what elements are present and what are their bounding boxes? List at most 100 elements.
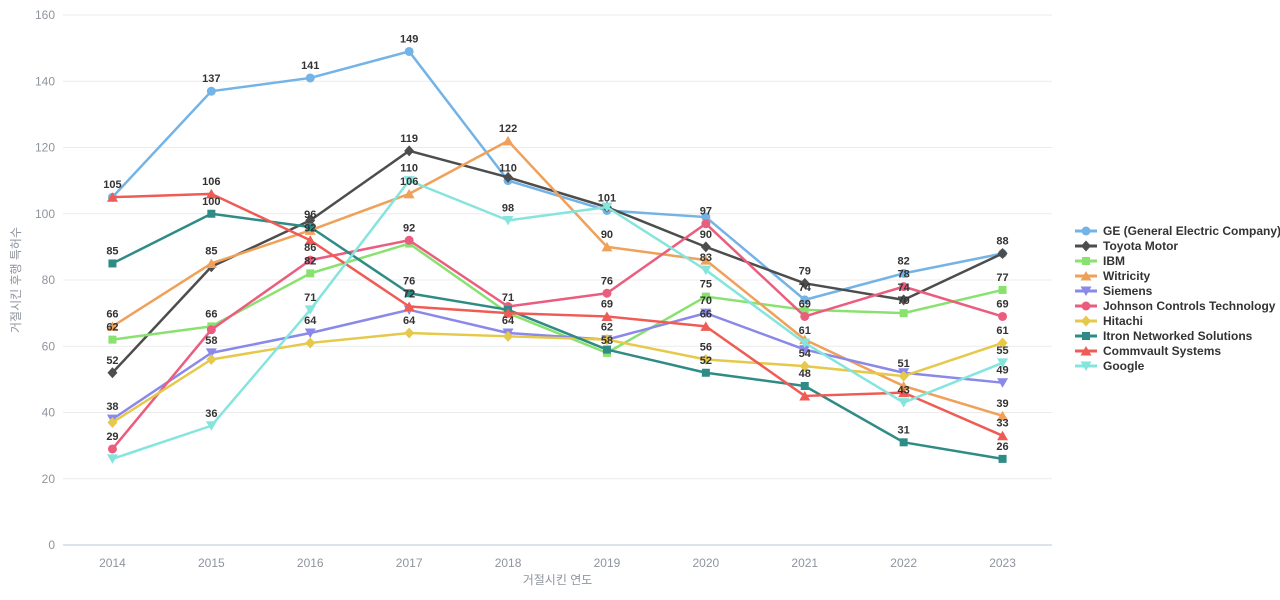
data-point-johnson-controls-2021[interactable] — [800, 311, 810, 321]
legend-marker-siemens-icon[interactable] — [1080, 286, 1092, 297]
data-point-siemens-2021[interactable] — [799, 345, 811, 355]
data-point-toyota-2022[interactable] — [898, 294, 909, 306]
data-point-itron-2019[interactable] — [602, 345, 611, 354]
data-point-ge-2015[interactable] — [206, 86, 216, 96]
data-point-siemens-2016[interactable] — [304, 328, 316, 339]
data-point-ibm-2016[interactable] — [306, 269, 315, 278]
data-point-toyota-2017[interactable] — [404, 145, 415, 157]
legend-item-ge[interactable]: GE (General Electric Company) — [1075, 224, 1280, 238]
data-point-hitachi-2014[interactable] — [107, 416, 118, 428]
data-point-johnson-controls-2015[interactable] — [206, 325, 216, 335]
data-point-johnson-controls-2014[interactable] — [107, 444, 117, 454]
data-point-commvault-2014[interactable] — [106, 192, 118, 202]
data-point-johnson-controls-2020[interactable] — [701, 219, 711, 229]
data-point-hitachi-2017[interactable] — [404, 327, 415, 339]
data-point-witricity-2020[interactable] — [700, 255, 712, 265]
data-point-commvault-2015[interactable] — [205, 188, 217, 199]
data-point-johnson-controls-2023[interactable] — [998, 311, 1008, 321]
data-point-ibm-2021[interactable] — [800, 305, 809, 314]
data-point-toyota-2021[interactable] — [799, 277, 810, 289]
data-point-commvault-2018[interactable] — [502, 308, 514, 318]
legend-marker-hitachi-icon[interactable] — [1081, 315, 1091, 327]
data-point-commvault-2022[interactable] — [898, 387, 910, 398]
data-point-witricity-2022[interactable] — [898, 381, 910, 391]
data-point-hitachi-2018[interactable] — [503, 330, 514, 342]
data-point-commvault-2021[interactable] — [799, 390, 811, 401]
data-point-witricity-2018[interactable] — [502, 135, 514, 146]
data-point-johnson-controls-2017[interactable] — [404, 235, 414, 245]
legend-item-siemens[interactable]: Siemens — [1075, 284, 1153, 298]
data-point-johnson-controls-2016[interactable] — [305, 255, 315, 265]
data-point-witricity-2023[interactable] — [997, 410, 1009, 421]
data-point-itron-2015[interactable] — [207, 209, 216, 218]
legend-item-witricity[interactable]: Witricity — [1075, 269, 1151, 283]
data-point-siemens-2023[interactable] — [997, 378, 1009, 388]
data-point-ge-2021[interactable] — [800, 295, 810, 305]
data-point-witricity-2019[interactable] — [601, 241, 613, 252]
data-point-itron-2016[interactable] — [306, 223, 315, 231]
data-point-google-2020[interactable] — [700, 265, 712, 276]
data-point-google-2021[interactable] — [799, 338, 811, 348]
data-point-hitachi-2016[interactable] — [305, 337, 316, 349]
legend-marker-ibm-icon[interactable] — [1082, 257, 1090, 265]
data-point-hitachi-2015[interactable] — [206, 354, 217, 365]
data-point-toyota-2023[interactable] — [997, 248, 1008, 259]
data-point-commvault-2020[interactable] — [700, 321, 712, 331]
data-point-hitachi-2022[interactable] — [898, 370, 909, 382]
data-point-commvault-2023[interactable] — [997, 430, 1009, 441]
legend-marker-google-icon[interactable] — [1080, 361, 1092, 372]
legend-marker-commvault-icon[interactable] — [1080, 346, 1092, 356]
data-point-google-2014[interactable] — [106, 454, 118, 464]
legend-item-hitachi[interactable]: Hitachi — [1075, 314, 1143, 328]
data-point-commvault-2017[interactable] — [403, 301, 415, 312]
data-point-ge-2022[interactable] — [899, 268, 909, 278]
legend-marker-toyota-icon[interactable] — [1081, 240, 1091, 252]
legend-item-itron[interactable]: Itron Networked Solutions — [1075, 329, 1253, 343]
data-point-itron-2022[interactable] — [899, 438, 908, 447]
data-point-google-2015[interactable] — [205, 421, 217, 431]
data-point-hitachi-2021[interactable] — [799, 360, 810, 372]
data-point-ge-2017[interactable] — [404, 46, 414, 56]
data-point-google-2018[interactable] — [502, 215, 514, 226]
data-point-commvault-2019[interactable] — [601, 311, 613, 321]
data-point-hitachi-2023[interactable] — [997, 337, 1008, 349]
data-point-google-2016[interactable] — [304, 305, 316, 315]
data-point-ibm-2023[interactable] — [998, 285, 1007, 294]
legend-marker-itron-icon[interactable] — [1082, 332, 1090, 340]
legend-item-johnson-controls[interactable]: Johnson Controls Technology — [1075, 299, 1276, 313]
data-point-siemens-2020[interactable] — [700, 308, 712, 319]
data-point-siemens-2015[interactable] — [205, 348, 217, 358]
data-point-itron-2017[interactable] — [405, 289, 414, 298]
data-point-google-2022[interactable] — [898, 398, 910, 408]
data-point-itron-2023[interactable] — [998, 454, 1007, 463]
legend-item-toyota[interactable]: Toyota Motor — [1075, 239, 1178, 253]
data-point-witricity-2014[interactable] — [106, 321, 118, 331]
data-point-toyota-2020[interactable] — [700, 241, 711, 253]
data-point-ge-2020[interactable] — [701, 212, 711, 222]
data-point-google-2019[interactable] — [601, 202, 613, 213]
data-point-ibm-2014[interactable] — [108, 335, 117, 344]
data-point-ibm-2022[interactable] — [899, 309, 908, 318]
data-point-itron-2021[interactable] — [800, 382, 809, 390]
data-point-ge-2016[interactable] — [305, 73, 315, 83]
data-point-google-2023[interactable] — [997, 358, 1009, 368]
data-point-witricity-2017[interactable] — [403, 188, 415, 199]
data-point-commvault-2016[interactable] — [304, 235, 316, 245]
data-point-itron-2014[interactable] — [108, 259, 117, 268]
legend-marker-ge-icon[interactable] — [1081, 226, 1091, 236]
legend-item-ibm[interactable]: IBM — [1075, 254, 1125, 268]
legend-marker-witricity-icon[interactable] — [1080, 271, 1092, 281]
data-point-toyota-2014[interactable] — [107, 367, 118, 379]
legend-marker-johnson-controls-icon[interactable] — [1081, 301, 1091, 311]
legend-item-google[interactable]: Google — [1075, 359, 1145, 373]
data-point-google-2017[interactable] — [403, 176, 415, 186]
data-point-hitachi-2019[interactable] — [601, 334, 612, 346]
data-point-johnson-controls-2022[interactable] — [899, 282, 909, 292]
data-point-toyota-2018[interactable] — [503, 171, 514, 183]
data-point-hitachi-2020[interactable] — [700, 354, 711, 365]
data-point-witricity-2015[interactable] — [205, 258, 217, 268]
data-point-itron-2020[interactable] — [701, 368, 710, 377]
data-point-johnson-controls-2019[interactable] — [602, 288, 612, 298]
legend-item-commvault[interactable]: Commvault Systems — [1075, 344, 1221, 358]
data-point-ibm-2020[interactable] — [701, 292, 710, 301]
